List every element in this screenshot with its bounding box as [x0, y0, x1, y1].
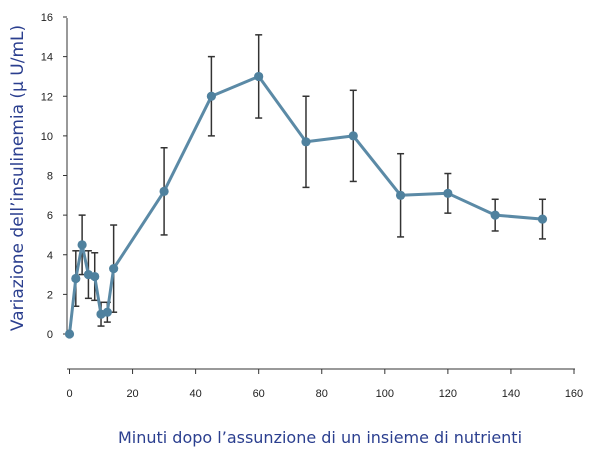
x-tick-label: 160 — [565, 388, 583, 400]
data-point — [71, 273, 81, 284]
data-point — [206, 91, 216, 101]
y-tick-label: 2 — [47, 289, 53, 301]
data-point — [537, 214, 548, 224]
y-tick-label: 8 — [47, 171, 53, 183]
y-tick-label: 12 — [41, 91, 53, 103]
y-axis: 0 2 4 6 8 10 12 14 16 — [41, 12, 68, 341]
data-point — [443, 188, 453, 198]
data-point — [301, 137, 311, 147]
y-axis-title: Variazione dell’insulinemia (µ U/mL) — [8, 25, 28, 331]
data-point — [254, 71, 264, 82]
y-tick-label: 16 — [41, 12, 53, 24]
error-bars — [72, 34, 546, 327]
x-tick-label: 120 — [439, 388, 457, 400]
data-point — [395, 190, 406, 200]
y-tick-label: 0 — [47, 329, 53, 341]
x-tick-label: 100 — [376, 388, 394, 400]
data-point — [77, 240, 87, 250]
data-point — [348, 131, 358, 141]
y-tick-label: 6 — [47, 210, 53, 222]
x-tick-label: 80 — [316, 388, 328, 400]
x-tick-label: 140 — [502, 388, 520, 400]
data-point — [90, 271, 100, 282]
x-tick-label: 60 — [253, 388, 265, 400]
data-point — [102, 307, 112, 317]
x-tick-label: 20 — [126, 388, 138, 400]
x-axis: 0 20 40 60 80 100 120 140 160 — [66, 368, 583, 400]
x-ticks: 0 20 40 60 80 100 120 140 160 — [66, 369, 583, 400]
data-point — [64, 329, 75, 339]
data-point — [159, 186, 169, 196]
data-point — [490, 210, 500, 220]
y-tick-label: 14 — [41, 52, 53, 64]
x-tick-label: 40 — [190, 388, 202, 400]
data-points — [64, 71, 548, 339]
y-tick-label: 4 — [47, 250, 53, 262]
data-point — [109, 264, 119, 274]
x-tick-label: 0 — [66, 388, 72, 400]
y-tick-label: 10 — [41, 131, 53, 143]
y-ticks: 0 2 4 6 8 10 12 14 16 — [41, 12, 67, 341]
x-axis-title: Minuti dopo l’assunzione di un insieme d… — [118, 428, 522, 447]
